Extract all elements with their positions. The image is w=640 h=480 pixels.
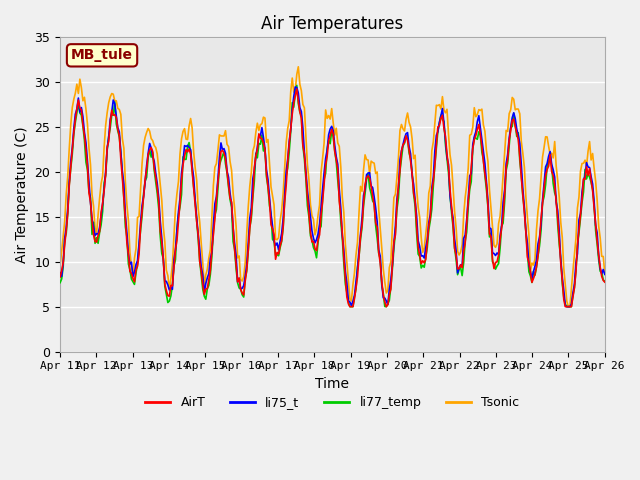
Text: MB_tule: MB_tule <box>71 48 133 62</box>
Title: Air Temperatures: Air Temperatures <box>261 15 404 33</box>
Y-axis label: Air Temperature (C): Air Temperature (C) <box>15 126 29 263</box>
Legend: AirT, li75_t, li77_temp, Tsonic: AirT, li75_t, li77_temp, Tsonic <box>140 391 524 414</box>
X-axis label: Time: Time <box>316 377 349 391</box>
